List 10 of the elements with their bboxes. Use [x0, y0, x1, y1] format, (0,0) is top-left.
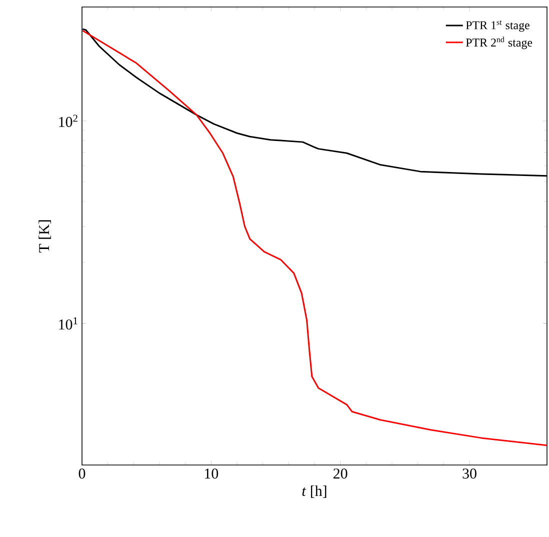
x-axis-title: t [h] [302, 485, 326, 498]
y-axis-title: T [K] [38, 220, 51, 253]
x-tick-label: 20 [334, 468, 348, 479]
x-tick-label: 0 [78, 468, 86, 479]
legend-label: PTR 1$^{st}$ stage [466, 20, 530, 32]
y-tick-label: 10$^{2}$ [59, 114, 78, 128]
legend-label: PTR 2$^{nd}$ stage [466, 36, 532, 50]
x-tick-label: 30 [462, 468, 476, 479]
y-tick-label: 10$^{1}$ [59, 317, 78, 330]
x-tick-label: 10 [205, 468, 218, 479]
